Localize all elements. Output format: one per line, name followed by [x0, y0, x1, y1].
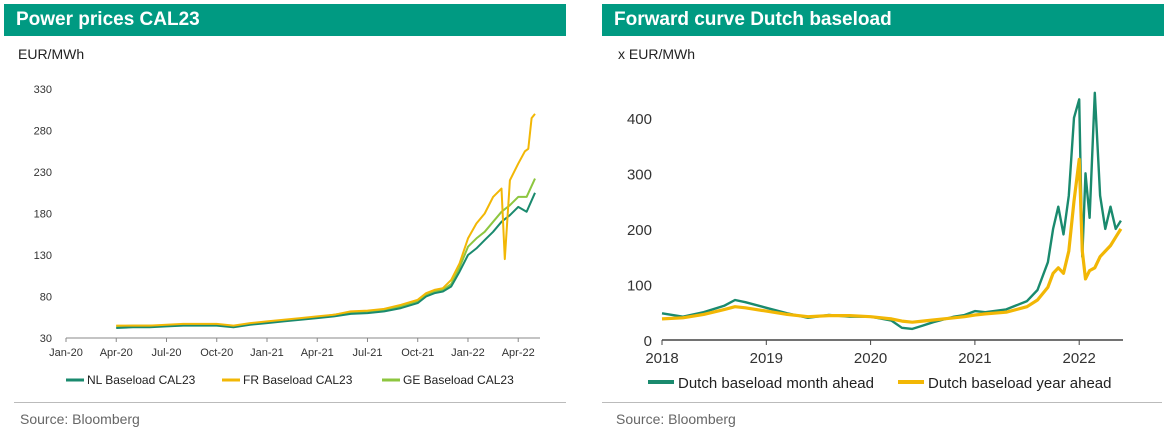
- y-tick-label: 400: [627, 111, 652, 128]
- chart-panel-power-prices: Power prices CAL23 EUR/MWh 30 80 130 180 230…: [0, 0, 566, 433]
- y-tick-label: 30: [40, 333, 52, 345]
- series-line-dutch-baseload-month-ahead: [661, 91, 1122, 331]
- x-tick-label: 2019: [750, 350, 783, 367]
- x-tick-label: 2018: [645, 350, 678, 367]
- y-tick-label: 330: [34, 84, 52, 96]
- x-tick-label: Jul-20: [152, 347, 182, 359]
- y-tick-label: 200: [627, 222, 652, 239]
- x-tick-label: Apr-21: [301, 347, 334, 359]
- legend-label: Dutch baseload month ahead: [678, 375, 874, 392]
- x-tick-label: 2022: [1063, 350, 1096, 367]
- chart-title: Power prices CAL23: [4, 4, 566, 36]
- series-line-dutch-baseload-year-ahead: [661, 157, 1123, 324]
- legend-label: GE Baseload CAL23: [403, 373, 514, 387]
- x-tick-label: Jan-22: [451, 347, 485, 359]
- y-tick-label: 230: [34, 167, 52, 179]
- series-line-nl-baseload-cal23: [116, 192, 536, 329]
- y-tick-label: 130: [34, 250, 52, 262]
- source-divider: [14, 402, 566, 403]
- x-tick-label: Jan-20: [49, 347, 83, 359]
- legend-label: Dutch baseload year ahead: [928, 375, 1111, 392]
- forward-curve-chart: 0 100 200 300 400 2018 2019 2020 2021 2022 Dutch b…: [627, 91, 1123, 392]
- y-axis-unit-label: x EUR/MWh: [618, 46, 695, 62]
- x-tick-label: Jan-21: [250, 347, 284, 359]
- chart-title: Forward curve Dutch baseload: [602, 4, 1164, 36]
- x-tick-label: 2020: [854, 350, 887, 367]
- x-tick-label: Oct-20: [200, 347, 233, 359]
- legend-label: FR Baseload CAL23: [243, 373, 353, 387]
- y-tick-label: 180: [34, 209, 52, 221]
- x-tick-label: 2021: [958, 350, 991, 367]
- y-tick-label: 80: [40, 292, 52, 304]
- y-tick-label: 300: [627, 166, 652, 183]
- source-note: Source: Bloomberg: [20, 411, 140, 427]
- source-note: Source: Bloomberg: [616, 411, 736, 427]
- y-tick-label: 100: [627, 277, 652, 294]
- y-axis-unit-label: EUR/MWh: [18, 46, 85, 62]
- x-tick-label: Oct-21: [401, 347, 434, 359]
- power-prices-chart: 30 80 130 180 230 280 330 Jan-20 Apr-20 Jul-20 Oct…: [34, 84, 540, 387]
- x-tick-label: Jul-21: [352, 347, 382, 359]
- x-tick-label: Apr-20: [100, 347, 133, 359]
- y-tick-label: 0: [644, 333, 652, 350]
- x-tick-label: Apr-22: [502, 347, 535, 359]
- source-divider: [602, 402, 1162, 403]
- legend-label: NL Baseload CAL23: [87, 373, 196, 387]
- y-tick-label: 280: [34, 126, 52, 138]
- series-line-fr-baseload-cal23: [116, 113, 536, 327]
- chart-panel-forward-curve: Forward curve Dutch baseload x EUR/MWh 0…: [598, 0, 1168, 433]
